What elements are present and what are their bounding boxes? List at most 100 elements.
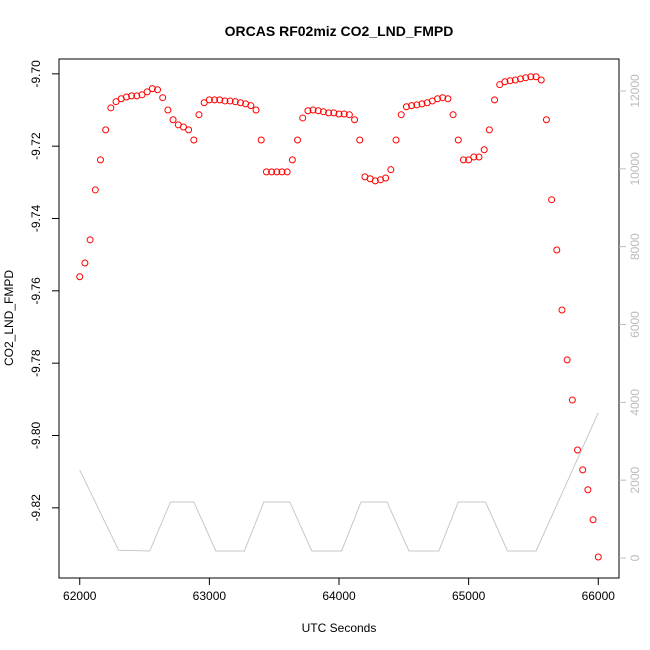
line [79,412,599,552]
point [459,156,467,164]
point [496,81,504,89]
point [439,94,447,102]
point [491,96,499,104]
point [164,106,172,114]
y2-tick-label: 6000 [628,311,642,338]
point [325,109,333,117]
point [143,88,151,96]
point [356,136,364,144]
y2-tick-label: 12000 [628,74,642,108]
y-tick-label: -9.72 [29,132,43,160]
point [154,86,162,94]
point [553,246,561,254]
y-axis-label: CO2_LND_FMPD [2,270,16,366]
point [501,78,509,86]
y2-tick-label: 8000 [628,233,642,260]
point [76,273,84,281]
point [402,103,410,111]
point [475,153,483,161]
y-tick-label: -9.82 [29,494,43,522]
point [574,446,582,454]
x-axis-label: UTC Seconds [302,621,377,635]
point [283,168,291,176]
point [408,102,416,110]
point [563,356,571,364]
point [81,259,89,267]
point [579,466,587,474]
point [133,92,141,100]
x-tick-label: 63000 [193,589,227,603]
point [262,168,270,176]
point [221,97,229,105]
point [470,153,478,161]
point [413,101,421,109]
point [351,116,359,124]
point [288,156,296,164]
point [185,126,193,134]
point [138,91,146,99]
point [392,136,400,144]
point [179,123,187,131]
point [371,177,379,185]
point [548,196,556,204]
x-tick-label: 66000 [582,589,616,603]
point [91,186,99,194]
point [465,156,473,164]
point [319,108,327,116]
point [190,136,198,144]
point [122,93,130,101]
point [236,99,244,107]
point [434,95,442,103]
y-tick-label: -9.74 [29,204,43,232]
point [195,111,203,119]
point [568,396,576,404]
point [107,104,115,112]
point [211,96,219,104]
point [96,156,104,164]
point [304,107,312,115]
y-tick-label: -9.80 [29,422,43,450]
point [516,75,524,83]
point [314,107,322,115]
point [527,73,535,81]
point [205,96,213,104]
point [216,96,224,104]
point [278,168,286,176]
point [268,168,276,176]
point [273,168,281,176]
point [449,111,457,119]
y2-tick-label: 2000 [628,466,642,493]
point [169,116,177,124]
point [231,98,239,106]
x-tick-label: 62000 [63,589,97,603]
point [86,236,94,244]
point [485,126,493,134]
point [387,166,395,174]
point [335,110,343,118]
point [102,126,110,134]
point [252,106,260,114]
point [584,486,592,494]
x-tick-label: 64000 [322,589,356,603]
point [299,114,307,122]
point [542,116,550,124]
point [200,99,208,107]
point [340,110,348,118]
point [522,74,530,82]
x-tick-label: 65000 [452,589,486,603]
point [345,111,353,119]
y-tick-label: -9.78 [29,349,43,377]
point [454,136,462,144]
point [294,136,302,144]
chart-title: ORCAS RF02miz CO2_LND_FMPD [225,23,454,39]
point [397,111,405,119]
y2-tick-label: 0 [628,554,642,561]
point [594,553,602,561]
y2-tick-label: 4000 [628,389,642,416]
y2-tick-label: 10000 [628,152,642,186]
point [128,92,136,100]
point [558,306,566,314]
point [112,98,120,106]
point [480,146,488,154]
